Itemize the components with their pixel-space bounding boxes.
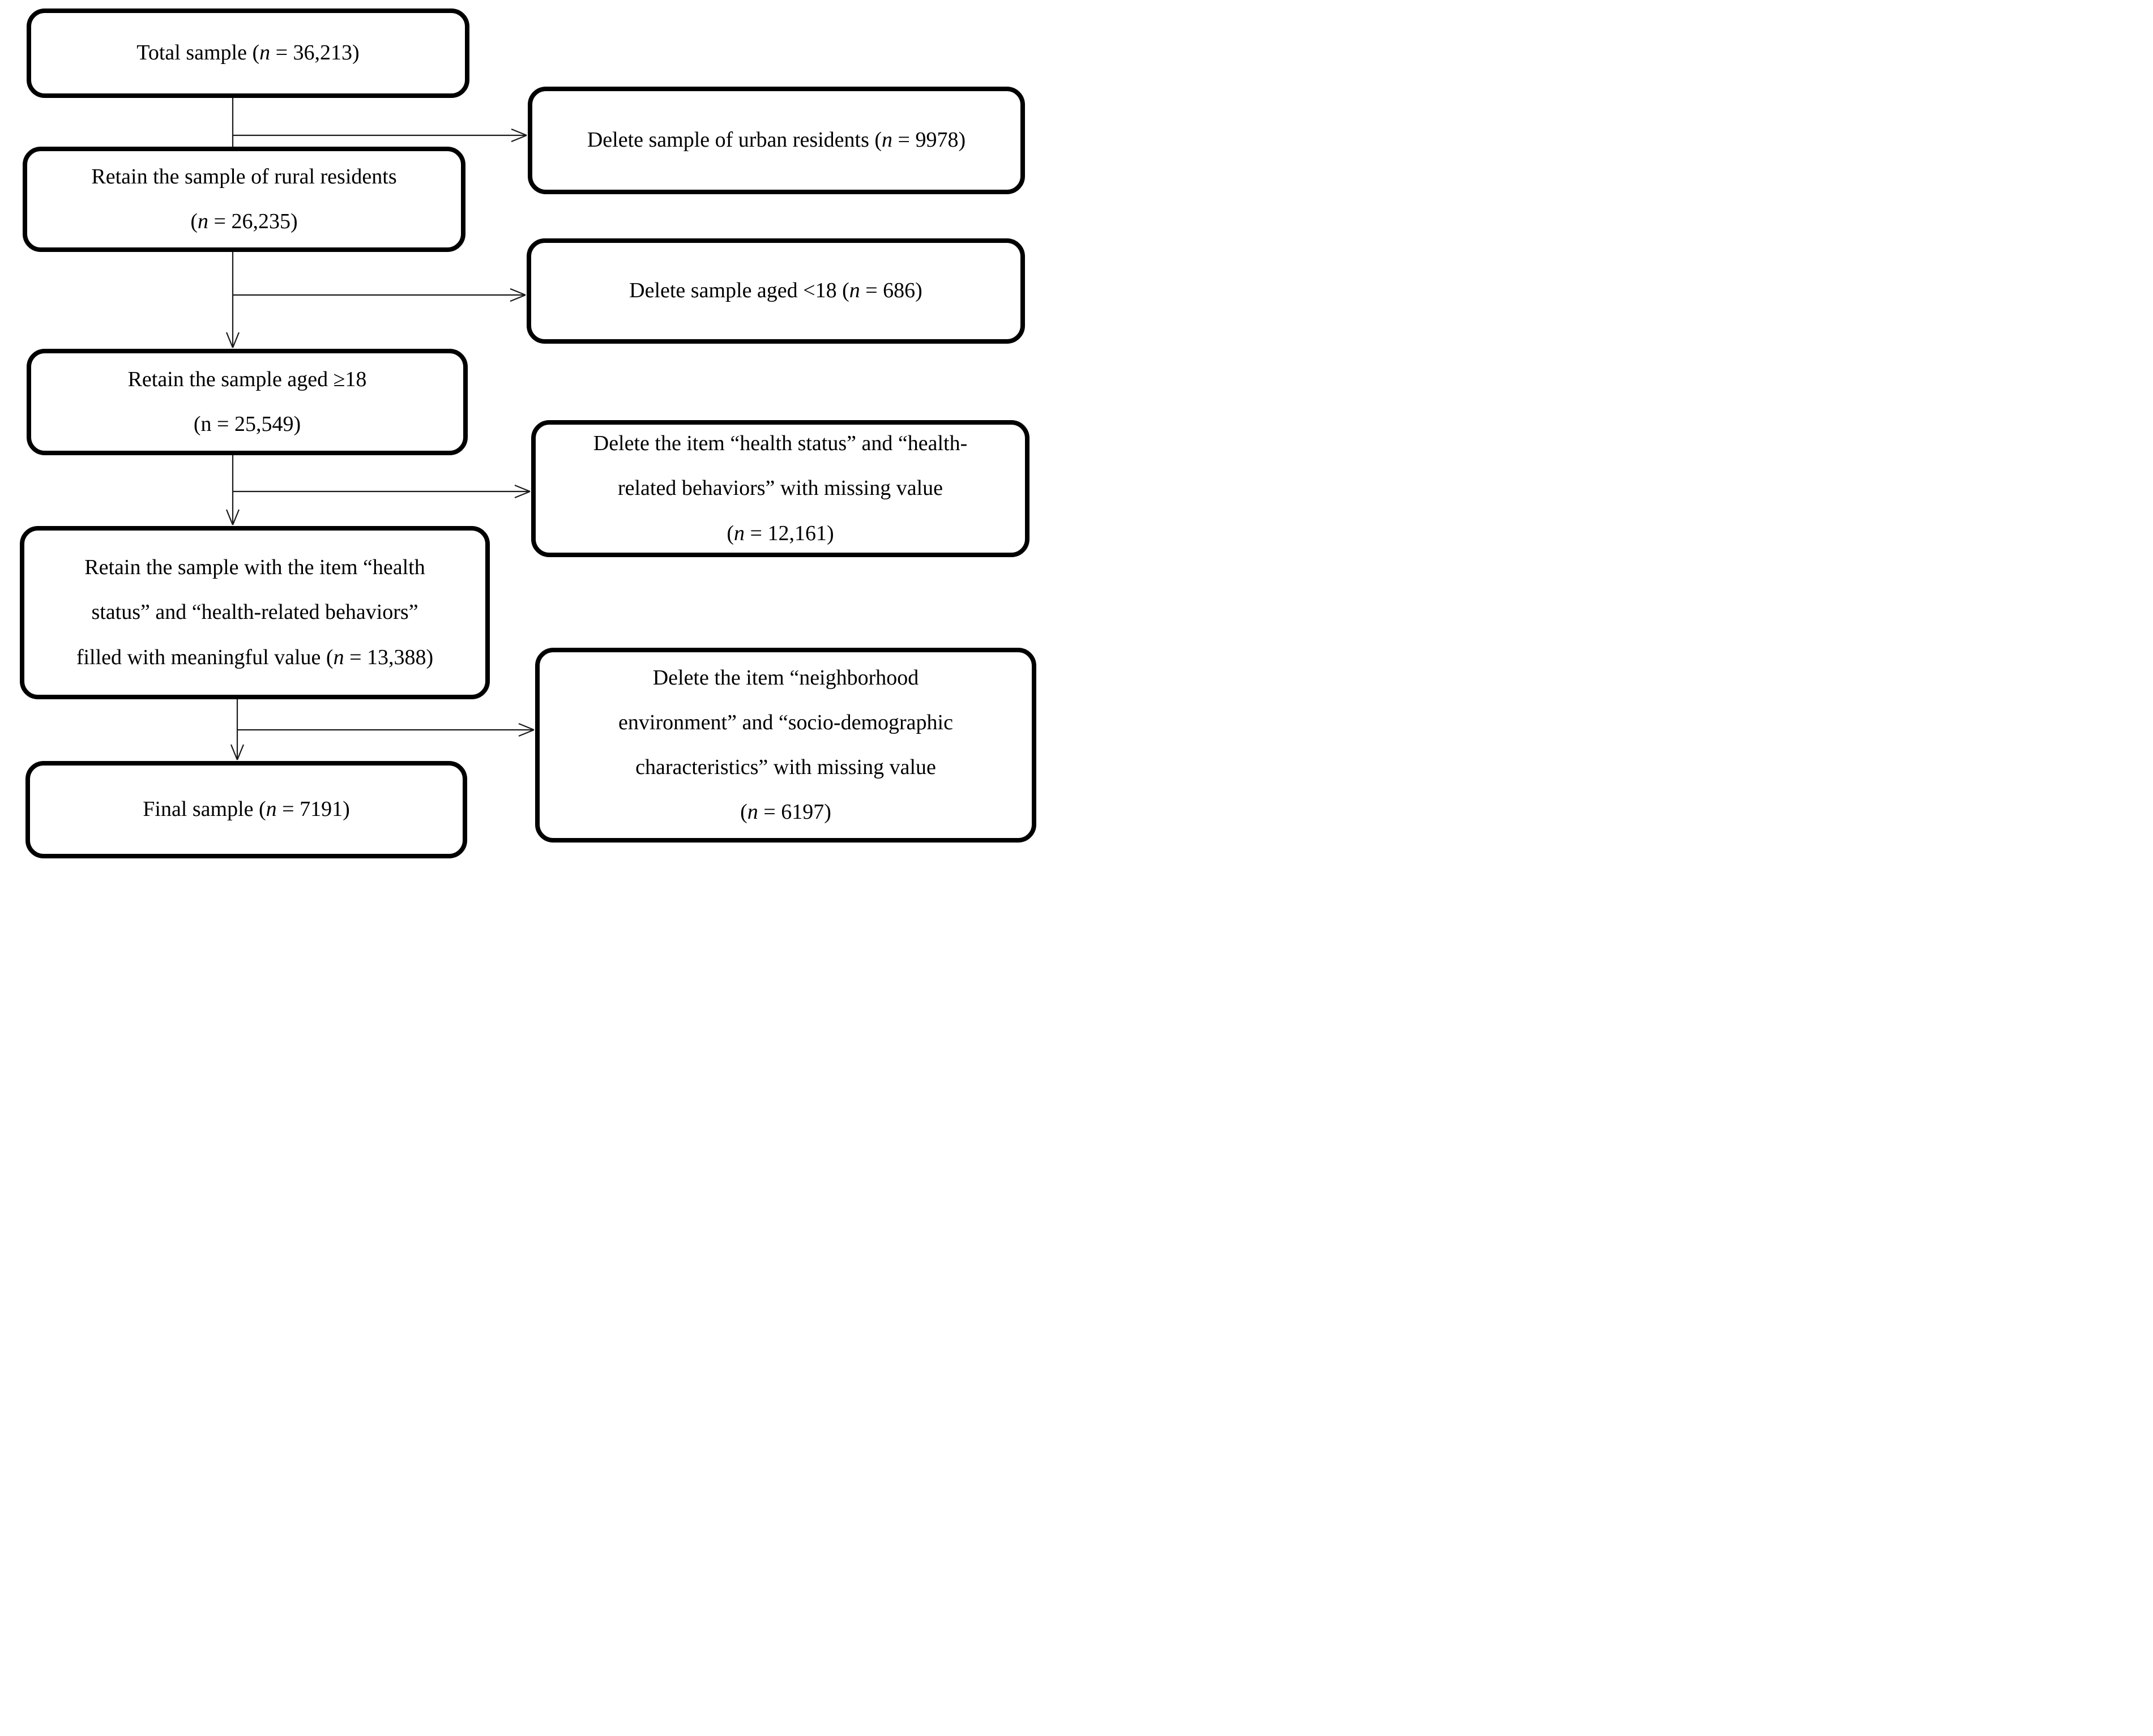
text-line: Retain the sample with the item “health <box>84 545 425 590</box>
text-segment: (n = 25,549) <box>193 412 301 436</box>
text-line: filled with meaningful value (n = 13,388… <box>76 635 433 680</box>
arrowhead-right-icon <box>514 484 531 499</box>
node-retain-aged18: Retain the sample aged ≥18 (n = 25,549) <box>27 349 468 455</box>
stat-n-symbol: n <box>747 800 758 824</box>
arrowhead-right-icon <box>518 722 535 737</box>
text-segment: = 13,388) <box>344 645 434 669</box>
node-retain-rural: Retain the sample of rural residents (n … <box>23 147 465 252</box>
text-segment: Delete sample of urban residents ( <box>587 128 882 152</box>
text-segment: = 686) <box>860 279 922 303</box>
text-segment: Retain the sample with the item “health <box>84 555 425 580</box>
text-line: (n = 12,161) <box>727 511 834 556</box>
node-delete-urban: Delete sample of urban residents (n = 99… <box>528 87 1025 194</box>
text-line: (n = 6197) <box>740 790 831 835</box>
text-segment: = 6197) <box>758 800 831 824</box>
stat-n-symbol: n <box>333 645 344 669</box>
stat-n-symbol: n <box>882 128 893 152</box>
text-segment: Delete sample aged <18 ( <box>629 279 849 303</box>
stat-n-symbol: n <box>266 797 277 822</box>
arrowhead-right-icon <box>511 128 527 143</box>
text-segment: Delete the item “neighborhood <box>652 665 919 690</box>
flowchart-figure: Total sample (n = 36,213) Delete sample … <box>0 0 1076 868</box>
stat-n-symbol: n <box>259 41 271 65</box>
text-segment: = 36,213) <box>270 41 360 65</box>
text-line: (n = 26,235) <box>190 199 297 244</box>
text-segment: = 9978) <box>892 128 966 152</box>
text-segment: = 12,161) <box>745 521 834 545</box>
node-delete-health-missing: Delete the item “health status” and “hea… <box>531 420 1029 557</box>
stat-n-symbol: n <box>198 209 209 233</box>
node-final-sample: Final sample (n = 7191) <box>25 761 467 858</box>
node-retain-health-filled: Retain the sample with the item “health … <box>20 526 490 699</box>
text-segment: characteristics” with missing value <box>635 755 936 779</box>
arrowhead-right-icon <box>510 288 526 302</box>
text-line: Delete the item “health status” and “hea… <box>593 421 968 466</box>
node-delete-neighborhood-missing: Delete the item “neighborhood environmen… <box>535 648 1036 843</box>
arrowhead-down-icon <box>225 509 240 525</box>
text-line: Retain the sample of rural residents <box>91 155 396 199</box>
text-line: Delete sample aged <18 (n = 686) <box>629 268 922 313</box>
text-line: (n = 25,549) <box>194 402 301 447</box>
text-segment: environment” and “socio-demographic <box>618 710 953 734</box>
text-segment: = 26,235) <box>208 209 298 233</box>
text-segment: Retain the sample aged ≥18 <box>127 367 367 391</box>
text-segment: = 7191) <box>276 797 350 822</box>
text-line: Retain the sample aged ≥18 <box>128 357 367 402</box>
arrowhead-down-icon <box>230 744 245 760</box>
text-line: environment” and “socio-demographic <box>618 700 953 745</box>
text-segment: Delete the item “health status” and “hea… <box>593 431 968 456</box>
text-line: Total sample (n = 36,213) <box>136 31 359 75</box>
text-segment: status” and “health-related behaviors” <box>91 600 418 625</box>
text-segment: Final sample ( <box>143 797 266 822</box>
node-delete-under18: Delete sample aged <18 (n = 686) <box>527 238 1025 344</box>
node-total-sample: Total sample (n = 36,213) <box>27 8 469 98</box>
text-line: characteristics” with missing value <box>635 745 936 790</box>
stat-n-symbol: n <box>849 279 860 303</box>
text-segment: related behaviors” with missing value <box>617 476 943 501</box>
text-segment: ( <box>190 209 198 233</box>
text-line: related behaviors” with missing value <box>618 466 943 511</box>
arrowhead-down-icon <box>225 332 240 348</box>
text-segment: ( <box>740 800 747 824</box>
text-line: status” and “health-related behaviors” <box>91 590 418 635</box>
text-segment: filled with meaningful value ( <box>76 645 334 669</box>
text-segment: Retain the sample of rural residents <box>91 164 397 189</box>
text-line: Delete sample of urban residents (n = 99… <box>587 118 966 163</box>
text-line: Delete the item “neighborhood <box>653 656 919 700</box>
text-segment: Total sample ( <box>136 41 260 65</box>
text-segment: ( <box>727 521 734 545</box>
text-line: Final sample (n = 7191) <box>143 787 350 832</box>
stat-n-symbol: n <box>734 521 745 545</box>
